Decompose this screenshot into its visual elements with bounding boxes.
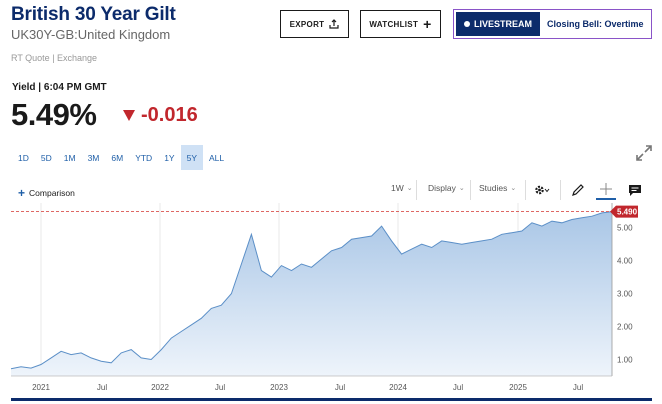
symbol-subtitle: UK30Y-GB:United Kingdom	[11, 27, 171, 42]
divider	[416, 180, 417, 200]
livestream-program: Closing Bell: Overtime	[547, 19, 644, 29]
series-line	[10, 211, 613, 370]
plus-icon: +	[423, 16, 432, 32]
interval-label: 1W	[391, 183, 404, 193]
y-tick-label: 2.00	[617, 323, 633, 332]
range-5y[interactable]: 5Y	[180, 145, 203, 170]
divider	[470, 180, 471, 200]
y-tick-label: 4.00	[617, 257, 633, 266]
x-tick-label: 2021	[32, 383, 50, 392]
comment-button[interactable]	[625, 180, 645, 200]
yield-value: 5.49%	[11, 97, 97, 132]
yield-change: -0.016	[123, 104, 198, 127]
range-3m[interactable]: 3M	[87, 152, 100, 163]
x-tick-label: 2023	[270, 383, 288, 392]
divider	[560, 180, 561, 200]
y-tick-label: 5.00	[617, 224, 633, 233]
x-tick-label: 2025	[509, 383, 527, 392]
x-tick-label: 2022	[151, 383, 169, 392]
chevron-down-icon: ⌄	[510, 185, 517, 192]
display-dropdown[interactable]: Display ⌄	[428, 183, 465, 193]
gear-icon	[535, 185, 550, 195]
x-tick-label: Jul	[573, 383, 583, 392]
series-area	[11, 211, 612, 376]
live-dot-icon	[464, 21, 470, 27]
draw-button[interactable]	[568, 180, 588, 200]
range-5d[interactable]: 5D	[40, 152, 52, 163]
display-label: Display	[428, 183, 456, 193]
page-title: British 30 Year Gilt	[11, 4, 176, 25]
livestream-label: LIVESTREAM	[474, 19, 533, 29]
range-1y[interactable]: 1Y	[164, 152, 175, 163]
livestream-tag: LIVESTREAM	[456, 12, 541, 36]
chevron-down-icon: ⌄	[406, 185, 413, 192]
x-tick-label: Jul	[215, 383, 225, 392]
y-tick-label: 3.00	[617, 290, 633, 299]
settings-button[interactable]	[532, 180, 552, 200]
comparison-button[interactable]: + Comparison	[18, 186, 75, 200]
x-tick-label: Jul	[453, 383, 463, 392]
watchlist-label: WATCHLIST	[369, 19, 419, 29]
comparison-label: Comparison	[29, 188, 75, 198]
range-1m[interactable]: 1M	[63, 152, 76, 163]
chevron-down-icon: ⌄	[458, 185, 465, 192]
bottom-rule	[11, 398, 652, 401]
yield-label: Yield | 6:04 PM GMT	[12, 82, 107, 93]
y-tick-label: 1.00	[617, 356, 633, 365]
change-value: -0.016	[141, 104, 198, 126]
range-6m[interactable]: 6M	[111, 152, 124, 163]
crosshair-icon	[600, 183, 612, 195]
crosshair-button[interactable]	[596, 180, 616, 200]
export-label: EXPORT	[289, 19, 325, 29]
watchlist-button[interactable]: WATCHLIST +	[360, 10, 441, 38]
export-button[interactable]: EXPORT	[280, 10, 349, 38]
pencil-icon	[572, 184, 584, 196]
down-arrow-icon	[123, 110, 135, 121]
x-tick-label: Jul	[97, 383, 107, 392]
range-1d[interactable]: 1D	[18, 152, 29, 163]
export-icon	[329, 19, 339, 29]
quote-source: RT Quote | Exchange	[11, 53, 98, 63]
studies-label: Studies	[479, 183, 508, 193]
x-tick-label: Jul	[335, 383, 345, 392]
expand-icon[interactable]	[634, 143, 654, 163]
range-all[interactable]: ALL	[209, 152, 225, 163]
last-value-tag: 5.490	[610, 205, 638, 218]
yield-chart[interactable]: 1.00 2.00 3.00 4.00 5.00 2021 Jul 2022 Jul 2023 J…	[0, 201, 662, 404]
divider	[525, 180, 526, 200]
range-ytd[interactable]: YTD	[135, 152, 153, 163]
livestream-banner[interactable]: LIVESTREAM Closing Bell: Overtime	[453, 9, 652, 39]
plus-icon: +	[18, 186, 26, 200]
range-selector: 1D 5D 1M 3M 6M YTD 1Y 5Y ALL	[12, 145, 230, 170]
interval-dropdown[interactable]: 1W ⌄	[391, 183, 413, 193]
studies-dropdown[interactable]: Studies ⌄	[479, 183, 516, 193]
last-value-label: 5.490	[617, 208, 638, 217]
comment-icon	[629, 184, 641, 196]
x-tick-label: 2024	[389, 383, 407, 392]
